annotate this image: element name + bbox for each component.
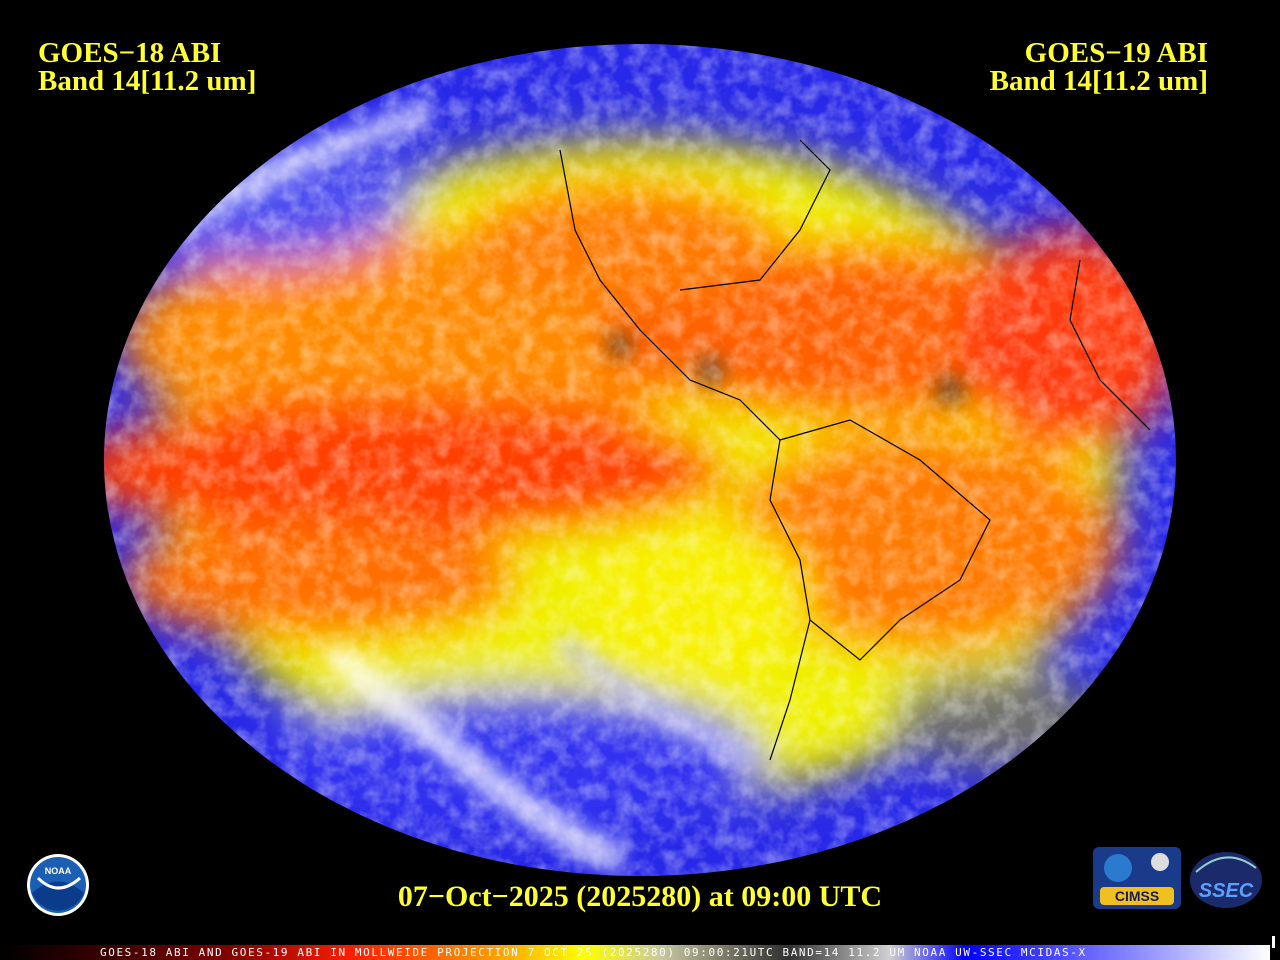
color-bar — [0, 945, 1270, 960]
cimss-logo: CIMSS — [1093, 847, 1181, 909]
right-satellite-title: GOES−19 ABI — [1025, 37, 1208, 69]
left-band-title: Band 14[11.2 um] — [38, 65, 256, 97]
noaa-logo-text: NOAA — [45, 866, 72, 876]
ssec-logo-text: SSEC — [1199, 880, 1254, 902]
noaa-logo: NOAA — [27, 854, 89, 916]
footer-caption: GOES-18 ABI AND GOES-19 ABI IN MOLLWEIDE… — [100, 946, 1087, 959]
cimss-logo-text: CIMSS — [1115, 888, 1159, 904]
cursor-mark — [1272, 936, 1275, 948]
globe — [104, 44, 1176, 876]
left-satellite-title: GOES−18 ABI — [38, 37, 221, 69]
timestamp: 07−Oct−2025 (2025280) at 09:00 UTC — [398, 880, 882, 913]
ssec-logo: SSEC — [1190, 852, 1262, 908]
right-band-title: Band 14[11.2 um] — [990, 65, 1208, 97]
